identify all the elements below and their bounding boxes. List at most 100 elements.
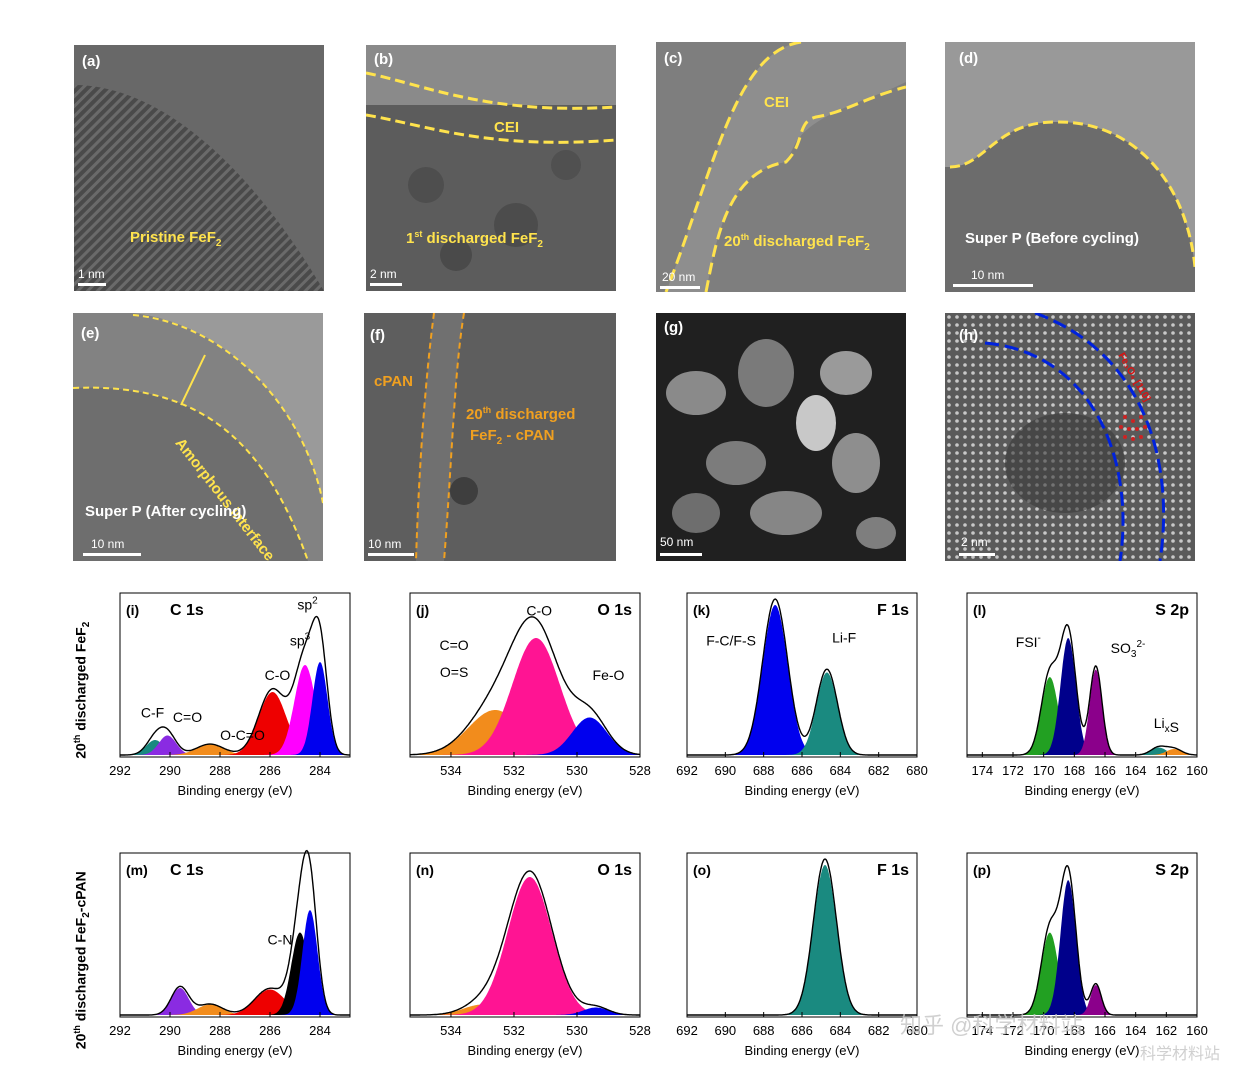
watermark-main: 知乎 @科学材料站 — [900, 1013, 1083, 1038]
panel-c-scale: 20 nm — [662, 270, 696, 284]
panel-g-image — [656, 313, 906, 561]
annotation-i-2: O-C=O — [220, 727, 265, 743]
chart-title-j: O 1s — [597, 602, 632, 619]
peak-k-0 — [687, 605, 917, 755]
peak-n-0 — [410, 1004, 640, 1015]
tick-label-m-3: 286 — [259, 1023, 281, 1038]
panel-e-image — [73, 313, 323, 561]
row-label-top: 20th discharged FeF2 — [71, 621, 93, 759]
panel-e-scale: 10 nm — [91, 537, 125, 551]
panel-g-label: (g) — [664, 319, 684, 336]
xps-chart-o: 692 690 688 686 684 682 680 Binding energy (eV)… — [676, 852, 928, 1058]
peak-m-3 — [120, 932, 350, 1015]
panel-c-scalebar — [660, 286, 700, 289]
panel-h-scalebar — [959, 553, 995, 556]
tick-label-l-5: 164 — [1125, 763, 1147, 778]
panel-f: (f) cPAN 20th discharged FeF2 - cPAN 10 … — [364, 313, 616, 561]
panel-b-caption: 1st discharged FeF2 — [406, 229, 543, 250]
tick-label-p-1: 172 — [1002, 1023, 1024, 1038]
tick-label-i-0: 292 — [109, 763, 131, 778]
tick-label-l-2: 170 — [1033, 763, 1055, 778]
axis-frame-m — [119, 852, 351, 1018]
panel-e: (e) Amorphous interface Super P (After c… — [73, 313, 323, 561]
annotation-i-0: C-F — [141, 705, 164, 721]
panel-c-label: (c) — [664, 50, 683, 67]
peak-n-2 — [410, 1007, 640, 1015]
panel-g-scale: 50 nm — [660, 535, 694, 549]
peak-i-0 — [120, 740, 350, 755]
panel-h-label: (h) — [959, 327, 979, 344]
panel-g-scalebar — [660, 553, 702, 556]
panel-c-region: CEI — [764, 94, 790, 111]
tick-label-n-3: 528 — [629, 1023, 651, 1038]
axis-frame-j — [409, 592, 641, 758]
envelope-n — [410, 870, 640, 1016]
tick-label-k-2: 688 — [753, 763, 775, 778]
panel-b-label: (b) — [374, 51, 394, 68]
chart-title-l: S 2p — [1155, 602, 1189, 619]
tick-label-i-3: 286 — [259, 763, 281, 778]
panel-b-scale: 2 nm — [370, 267, 397, 281]
panel-a-scale: 1 nm — [78, 267, 105, 281]
row-label-bottom: 20th discharged FeF2-cPAN — [71, 871, 93, 1050]
tick-label-l-4: 166 — [1094, 763, 1116, 778]
annotation-j-1: C=O — [440, 637, 469, 653]
tick-label-k-6: 680 — [906, 763, 928, 778]
axis-frame-i — [119, 592, 351, 758]
panel-d-caption: Super P (Before cycling) — [965, 230, 1139, 247]
annotation-i-1: C=O — [173, 709, 202, 725]
envelope-k — [687, 598, 917, 756]
xps-chart-k: 692 690 688 686 684 682 680 Binding energy (eV)… — [676, 592, 928, 798]
panel-f-scale: 10 nm — [368, 537, 402, 551]
panel-b-scalebar — [370, 283, 402, 286]
xps-chart-m: 292 290 288 286 284 Binding energy (eV) (m) C 1… — [109, 849, 351, 1058]
annotation-k-1: Li-F — [832, 630, 856, 646]
xps-chart-n: 534 532 530 528 Binding energy (eV) (n) O 1s — [409, 852, 651, 1058]
tick-label-l-1: 172 — [1002, 763, 1024, 778]
tick-label-l-0: 174 — [971, 763, 993, 778]
annotation-l-2: LixS — [1154, 715, 1179, 735]
tick-label-p-0: 174 — [971, 1023, 993, 1038]
panel-f-scalebar — [368, 553, 414, 556]
panel-a-label: (a) — [82, 53, 101, 70]
tick-label-p-6: 162 — [1155, 1023, 1177, 1038]
chart-label-i: (i) — [126, 602, 139, 618]
tick-label-m-4: 284 — [309, 1023, 331, 1038]
watermark-small: 科学材料站 — [1140, 1046, 1221, 1063]
tick-label-i-1: 290 — [159, 763, 181, 778]
xlabel-j: Binding energy (eV) — [468, 783, 583, 798]
peak-j-2 — [410, 717, 640, 755]
xlabel-o: Binding energy (eV) — [745, 1043, 860, 1058]
tick-label-m-1: 290 — [159, 1023, 181, 1038]
tick-label-n-2: 530 — [566, 1023, 588, 1038]
panel-e-scalebar — [83, 553, 141, 556]
panel-d-label: (d) — [959, 50, 979, 67]
panel-b-image — [366, 45, 616, 291]
tick-label-o-5: 682 — [868, 1023, 890, 1038]
xlabel-n: Binding energy (eV) — [468, 1043, 583, 1058]
chart-label-l: (l) — [973, 602, 986, 618]
peak-m-4 — [120, 910, 350, 1015]
panel-e-caption: Super P (After cycling) — [85, 503, 247, 520]
chart-label-p: (p) — [973, 862, 991, 878]
peak-l-4 — [967, 749, 1197, 755]
tick-label-o-3: 686 — [791, 1023, 813, 1038]
panel-b: (b) CEI 1st discharged FeF2 2 nm — [366, 45, 616, 291]
panel-a-scalebar — [78, 283, 106, 286]
peak-p-1 — [967, 880, 1197, 1015]
annotation-i-4: sp3 — [290, 632, 311, 649]
chart-label-m: (m) — [126, 862, 148, 878]
annotation-k-0: F-C/F-S — [706, 633, 756, 649]
tick-label-k-3: 686 — [791, 763, 813, 778]
tick-label-j-2: 530 — [566, 763, 588, 778]
panel-f-caption: 20th discharged — [466, 405, 576, 423]
chart-label-k: (k) — [693, 602, 710, 618]
axis-frame-p — [966, 852, 1198, 1018]
chart-label-o: (o) — [693, 862, 711, 878]
panel-a: (a) Pristine FeF2 1 nm — [74, 45, 324, 291]
tick-label-o-0: 692 — [676, 1023, 698, 1038]
panel-c-image — [656, 42, 906, 292]
tick-label-m-2: 288 — [209, 1023, 231, 1038]
tick-label-k-1: 690 — [714, 763, 736, 778]
tick-label-o-2: 688 — [753, 1023, 775, 1038]
